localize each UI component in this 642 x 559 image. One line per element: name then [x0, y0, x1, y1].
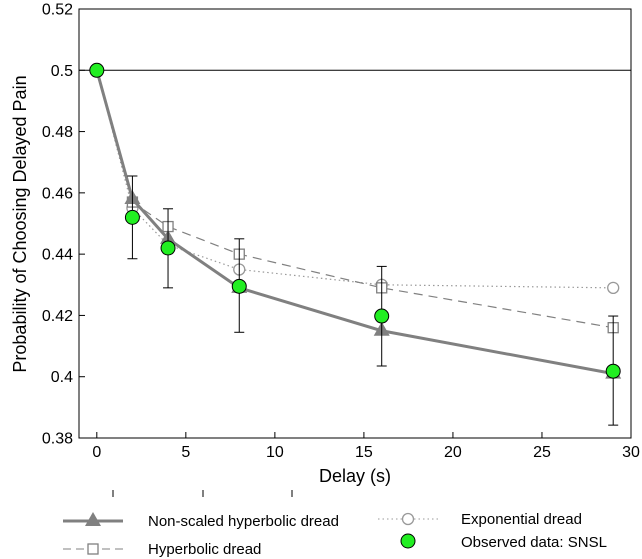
legend-label-exponential: Exponential dread [461, 511, 582, 528]
legend-square-marker [87, 543, 99, 555]
x-tick-label: 30 [622, 444, 640, 461]
y-tick-label: 0.48 [42, 124, 73, 141]
point-exponential [607, 281, 620, 295]
legend-label-nonscaled: Non-scaled hyperbolic dread [148, 513, 339, 530]
y-axis-title: Probability of Choosing Delayed Pain [10, 75, 30, 372]
y-tick-label: 0.42 [42, 308, 73, 325]
legend-item-hyperbolic: Hyperbolic dread [63, 541, 261, 558]
legend-open-circle-marker [401, 512, 415, 526]
legend-green-circle-marker [400, 533, 416, 549]
legend-item-exponential: Exponential dread [378, 511, 582, 528]
y-tick-label: 0.44 [42, 247, 73, 264]
series-line-hyperbolic [96, 70, 614, 329]
legend-label-hyperbolic: Hyperbolic dread [148, 541, 261, 558]
y-tick-label: 0.52 [42, 2, 73, 19]
point-observed [160, 240, 176, 256]
point-observed [374, 308, 390, 324]
x-tick-label: 5 [181, 444, 190, 461]
legend-label-observed: Observed data: SNSL [461, 534, 607, 551]
x-tick-label: 0 [92, 444, 101, 461]
y-tick-label: 0.38 [42, 431, 73, 448]
series-layer [89, 62, 622, 426]
point-observed [89, 62, 105, 78]
legend-item-observed: Observed data: SNSL [400, 533, 607, 551]
point-observed [231, 278, 247, 294]
y-tick-label: 0.5 [51, 63, 73, 80]
x-tick-label: 25 [533, 444, 551, 461]
x-axis-title: Delay (s) [319, 466, 391, 486]
y-tick-label: 0.4 [51, 369, 73, 386]
plot-area-frame [78, 8, 632, 439]
series-line-exponential [96, 70, 614, 289]
point-observed [605, 363, 621, 379]
series-line-nonscaled [95, 69, 614, 376]
y-tick-label: 0.46 [42, 185, 73, 202]
x-tick-label: 20 [444, 444, 462, 461]
legend-triangle-marker [85, 512, 101, 526]
legend: Non-scaled hyperbolic dread Hyperbolic d… [63, 511, 607, 558]
x-tick-label: 10 [266, 444, 284, 461]
point-observed [124, 209, 140, 225]
legend-item-nonscaled-hyperbolic: Non-scaled hyperbolic dread [63, 512, 339, 530]
x-tick-label: 15 [355, 444, 373, 461]
ticks-layer: 0 5 10 15 20 25 30 0.38 0.4 0.42 0.44 0.46 0.48 0.5 0.… [42, 2, 640, 462]
